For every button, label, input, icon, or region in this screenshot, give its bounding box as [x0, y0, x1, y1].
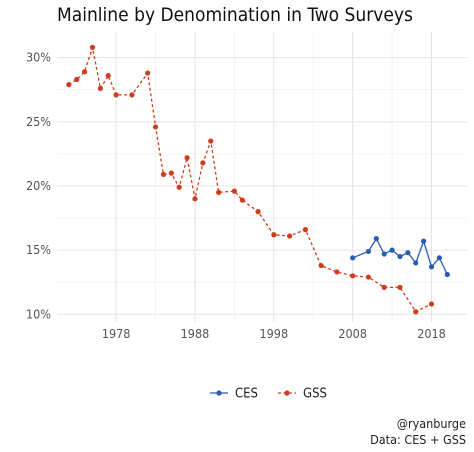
y-tick-label: 30%: [26, 50, 51, 65]
data-point-ces: [389, 247, 395, 253]
data-point-gss: [239, 197, 245, 203]
y-tick-label: 25%: [26, 114, 51, 129]
y-axis-tick-labels: 10% 15% 20% 25% 30%: [26, 50, 51, 322]
data-point-ces: [405, 250, 411, 256]
data-point-gss: [350, 273, 356, 279]
data-point-gss: [381, 284, 387, 290]
x-axis-tick-labels: 1978 1988 1998 2008 2018: [102, 326, 446, 341]
x-tick-label: 2008: [338, 326, 367, 341]
x-tick-label: 1978: [102, 326, 131, 341]
data-point-gss: [286, 233, 293, 239]
legend-label-ces: CES: [235, 387, 258, 402]
data-point-gss: [208, 138, 214, 144]
data-point-gss: [89, 44, 96, 50]
data-point-gss: [168, 170, 174, 176]
data-point-ces: [421, 238, 427, 244]
caption-handle: @ryanburge: [396, 416, 466, 431]
y-tick-label: 20%: [26, 178, 51, 193]
data-point-gss: [176, 184, 182, 190]
data-point-ces: [413, 260, 419, 266]
data-point-gss: [152, 124, 159, 130]
data-point-gss: [113, 92, 119, 98]
data-point-ces: [373, 235, 379, 242]
data-point-gss: [318, 262, 324, 269]
legend: CES GSS: [210, 387, 327, 402]
legend-key-dot-gss: [284, 390, 290, 396]
data-point-gss: [129, 92, 135, 98]
data-point-ces: [365, 248, 372, 255]
data-point-gss: [271, 232, 277, 238]
data-point-gss: [365, 274, 372, 280]
data-point-ces: [428, 264, 435, 270]
data-point-gss: [413, 309, 419, 315]
data-point-ces: [350, 255, 356, 261]
y-tick-label: 15%: [26, 242, 51, 257]
series-line-gss: [68, 47, 432, 313]
data-point-ces: [397, 253, 403, 260]
data-point-gss: [397, 284, 403, 290]
data-point-gss: [231, 188, 238, 194]
y-tick-label: 10%: [26, 306, 51, 321]
data-point-gss: [255, 209, 261, 215]
caption-source: Data: CES + GSS: [370, 432, 466, 447]
data-point-gss: [184, 155, 190, 161]
data-point-gss: [160, 171, 167, 178]
data-point-gss: [334, 269, 340, 275]
data-point-gss: [105, 73, 111, 79]
data-point-gss: [192, 196, 198, 202]
chart-title: Mainline by Denomination in Two Surveys: [57, 4, 413, 26]
data-point-gss: [97, 85, 103, 92]
legend-key-dot-ces: [216, 390, 222, 396]
x-tick-label: 1988: [181, 326, 210, 341]
series-layer: [66, 44, 450, 315]
data-point-gss: [200, 160, 206, 166]
data-point-gss: [216, 189, 222, 195]
caption: @ryanburge Data: CES + GSS: [370, 416, 466, 448]
data-point-ces: [381, 251, 387, 257]
data-point-gss: [81, 69, 88, 75]
data-point-gss: [302, 227, 308, 233]
data-point-ces: [444, 271, 450, 278]
x-tick-label: 2018: [417, 326, 446, 341]
data-point-gss: [74, 76, 80, 83]
data-point-gss: [66, 82, 72, 88]
grid-lines: [57, 32, 467, 322]
data-point-gss: [428, 301, 435, 307]
data-point-ces: [436, 255, 443, 261]
x-tick-label: 1998: [260, 326, 289, 341]
data-point-gss: [145, 70, 151, 76]
legend-label-gss: GSS: [303, 387, 327, 402]
